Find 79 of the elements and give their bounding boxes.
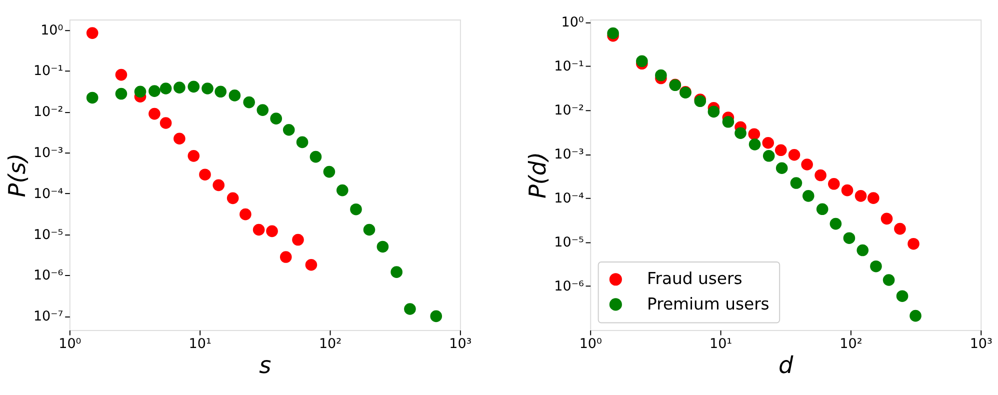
y-tick-label: 10⁻⁷ <box>33 308 64 325</box>
point <box>134 86 146 98</box>
point <box>336 184 348 196</box>
point <box>762 150 775 162</box>
x-axis-title: d <box>778 352 794 379</box>
point <box>323 166 336 178</box>
point <box>776 162 788 174</box>
point <box>174 132 186 145</box>
y-tick-label: 10⁻² <box>554 102 584 118</box>
point <box>363 224 376 236</box>
point <box>854 190 867 202</box>
point <box>148 85 160 97</box>
y-tick-label: 10⁻¹ <box>554 58 584 74</box>
x-tick-label: 10⁰ <box>579 336 602 352</box>
point <box>762 136 774 149</box>
legend-label: Premium users <box>647 294 770 314</box>
y-tick-label: 10⁻³ <box>554 146 584 162</box>
point <box>296 136 308 148</box>
y-tick-label: 10⁻³ <box>33 144 64 161</box>
y-tick-label: 10⁻⁶ <box>33 268 64 284</box>
y-tick-label: 10⁻¹ <box>33 63 64 80</box>
point <box>243 96 255 108</box>
x-axis-title: s <box>259 352 272 379</box>
y-tick-label: 10⁻⁴ <box>554 190 584 206</box>
y-axis-title: P(d) <box>525 152 552 199</box>
y-axis-title: P(s) <box>4 153 31 198</box>
point <box>310 150 322 163</box>
legend-label: Fraud users <box>647 269 742 288</box>
y-tick-label: 10⁰ <box>40 22 64 38</box>
y-tick-label: 10⁻⁶ <box>554 278 584 294</box>
point <box>188 150 200 162</box>
y-tick-label: 10⁻⁵ <box>33 226 64 243</box>
point <box>801 158 813 170</box>
x-tick-label: 10³ <box>970 336 992 352</box>
point <box>841 184 854 196</box>
point <box>910 310 922 322</box>
x-tick-label: 10² <box>318 336 342 352</box>
point <box>160 82 172 94</box>
point <box>870 260 882 272</box>
point <box>816 203 828 216</box>
point <box>282 124 295 136</box>
point <box>748 128 760 140</box>
y-tick-label: 10⁻² <box>33 104 64 120</box>
point <box>708 106 720 118</box>
point <box>843 232 856 244</box>
x-tick-label: 10¹ <box>188 336 212 352</box>
point <box>896 290 908 302</box>
point <box>734 127 746 140</box>
point <box>830 218 842 230</box>
point <box>228 90 241 102</box>
point <box>350 203 362 216</box>
x-tick-label: 10⁰ <box>58 336 82 352</box>
point <box>788 148 800 161</box>
x-tick-label: 10² <box>840 336 862 352</box>
point <box>214 86 227 98</box>
point <box>856 244 869 256</box>
point <box>376 240 389 253</box>
y-tick-label: 10⁰ <box>561 14 584 31</box>
point <box>174 82 186 94</box>
point <box>148 108 160 120</box>
point <box>188 80 200 93</box>
point <box>828 178 840 190</box>
x-tick-label: 10³ <box>449 336 472 352</box>
point <box>160 117 172 129</box>
point <box>270 112 282 124</box>
point <box>774 144 787 156</box>
point <box>256 104 269 116</box>
point <box>202 82 214 94</box>
point <box>722 116 734 128</box>
point <box>882 274 895 286</box>
point <box>802 190 814 202</box>
x-tick-label: 10¹ <box>709 336 732 352</box>
point <box>814 169 826 182</box>
y-tick-label: 10⁻⁴ <box>33 186 64 202</box>
point <box>655 69 667 82</box>
point <box>748 138 761 150</box>
point <box>390 266 402 278</box>
y-tick-label: 10⁻⁵ <box>554 234 584 250</box>
point <box>404 303 416 315</box>
